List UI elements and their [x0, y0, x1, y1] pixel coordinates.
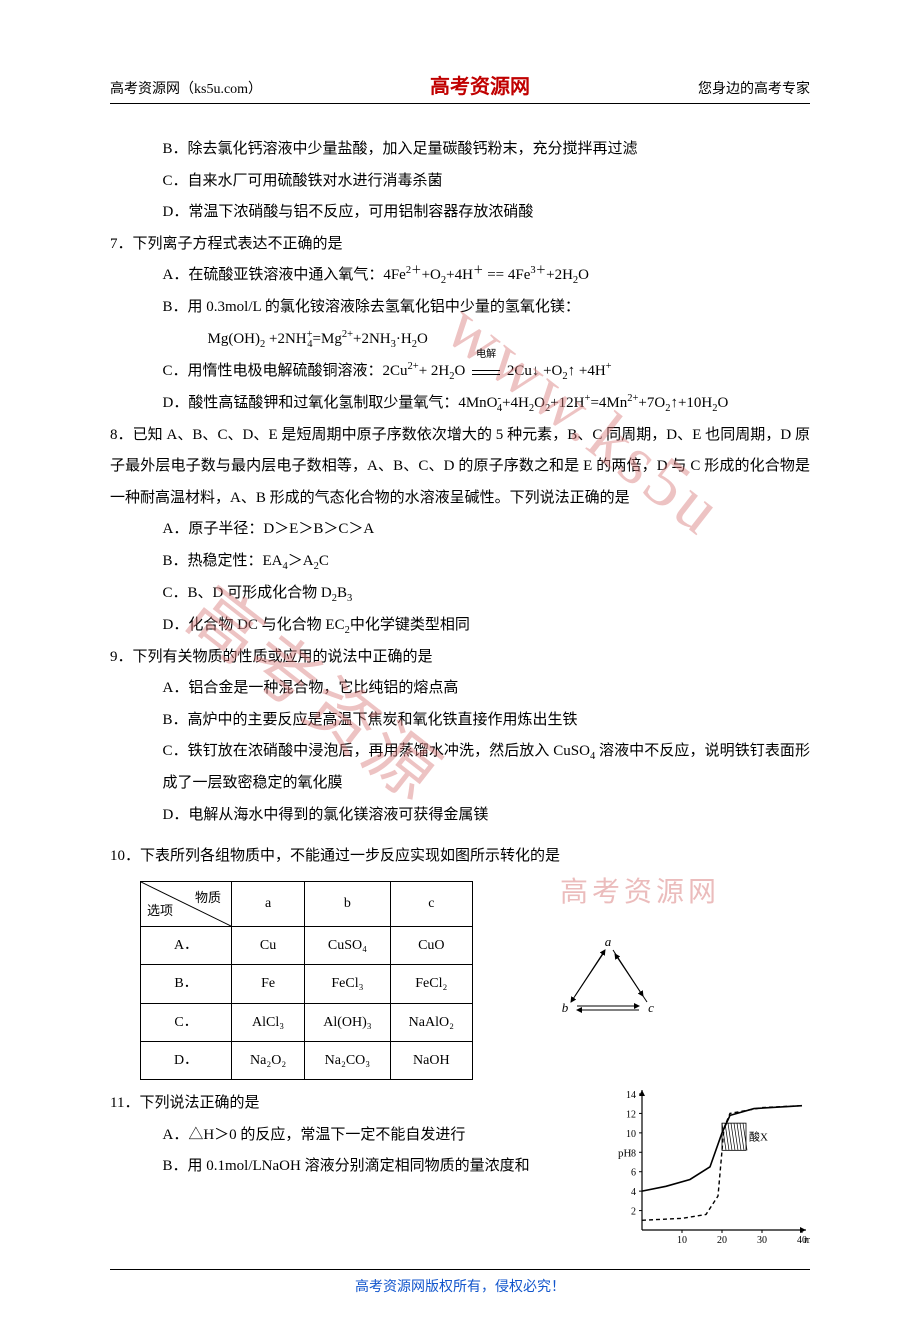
q11-option-b: B．用 0.1mol/LNaOH 溶液分别滴定相同物质的量浓度和 [110, 1151, 590, 1183]
q8-option-d: D．化合物 DC 与化合物 EC2中化学键类型相同 [110, 610, 810, 642]
q6-option-b: B．除去氯化钙溶液中少量盐酸，加入足量碳酸钙粉末，充分搅拌再过滤 [110, 134, 810, 166]
svg-text:2: 2 [631, 1207, 636, 1218]
q11-stem: 11．下列说法正确的是 [110, 1088, 590, 1120]
svg-text:c: c [648, 1000, 654, 1015]
q10-stem: 10．下表所列各组物质中，不能通过一步反应实现如图所示转化的是 [110, 841, 810, 873]
q11-chart: 246810121410203040mlpH酸X [610, 1084, 810, 1244]
q9-option-a: A．铝合金是一种混合物，它比纯铝的熔点高 [110, 673, 810, 705]
q10-table: 物质 选项 a b c A．CuCuSO₄CuO B．FeFeCl₃FeCl₂ … [140, 881, 473, 1081]
svg-text:8: 8 [631, 1149, 636, 1160]
q9-stem: 9．下列有关物质的性质或应用的说法中正确的是 [110, 642, 810, 674]
q7-option-a: A．在硫酸亚铁溶液中通入氧气：4Fe2＋+O2+4H＋ == 4Fe3＋+2H2… [110, 260, 810, 292]
svg-text:a: a [605, 936, 612, 949]
table-row: A．CuCuSO₄CuO [141, 926, 473, 964]
svg-text:10: 10 [626, 1129, 636, 1140]
col-c: c [390, 881, 472, 926]
q9-option-c: C．铁钉放在浓硝酸中浸泡后，再用蒸馏水冲洗，然后放入 CuSO4 溶液中不反应，… [110, 736, 810, 800]
svg-text:4: 4 [631, 1188, 636, 1199]
q7-stem: 7．下列离子方程式表达不正确的是 [110, 229, 810, 261]
q6-option-c: C．自来水厂可用硫酸铁对水进行消毒杀菌 [110, 166, 810, 198]
page-header: 高考资源网（ks5u.com） 高考资源网 您身边的高考专家 [110, 70, 810, 104]
svg-text:12: 12 [626, 1110, 636, 1121]
q7-option-b: B．用 0.3mol/L 的氯化铵溶液除去氢氧化铝中少量的氢氧化镁： [110, 292, 810, 324]
svg-text:10: 10 [677, 1235, 687, 1244]
body-content: B．除去氯化钙溶液中少量盐酸，加入足量碳酸钙粉末，充分搅拌再过滤 C．自来水厂可… [110, 134, 810, 1244]
q9-option-b: B．高炉中的主要反应是高温下焦炭和氧化铁直接作用炼出生铁 [110, 705, 810, 737]
page-footer: 高考资源网版权所有，侵权必究！ [110, 1269, 810, 1296]
svg-text:30: 30 [757, 1235, 767, 1244]
q8-option-a: A．原子半径：D＞E＞B＞C＞A [110, 514, 810, 546]
q11-option-a: A．△H＞0 的反应，常温下一定不能自发进行 [110, 1120, 590, 1152]
q7-option-c: C．用惰性电极电解硫酸铜溶液：2Cu2++ 2H2O 电解 2Cu↓ +O2↑ … [110, 356, 810, 388]
col-a: a [232, 881, 305, 926]
svg-text:pH: pH [618, 1148, 632, 1160]
svg-text:20: 20 [717, 1235, 727, 1244]
svg-text:b: b [562, 1000, 569, 1015]
svg-text:酸X: 酸X [749, 1130, 768, 1144]
q8-stem: 8．已知 A、B、C、D、E 是短周期中原子序数依次增大的 5 种元素，B、C … [110, 420, 810, 515]
q10-triangle-diagram: a b c [553, 936, 663, 1026]
q7-option-b-eq: Mg(OH)2 +2NH+4=Mg2++2NH3·H2O [110, 324, 810, 356]
q7-option-d: D．酸性高锰酸钾和过氧化氢制取少量氧气：4MnO-4+4H2O2+12H+=4M… [110, 388, 810, 420]
q8-option-c: C．B、D 可形成化合物 D2B3 [110, 578, 810, 610]
header-left: 高考资源网（ks5u.com） [110, 78, 262, 98]
q9-option-d: D．电解从海水中得到的氯化镁溶液可获得金属镁 [110, 800, 810, 832]
q6-option-d: D．常温下浓硝酸与铝不反应，可用铝制容器存放浓硝酸 [110, 197, 810, 229]
table-row: D．Na₂O₂Na₂CO₃NaOH [141, 1042, 473, 1080]
svg-text:6: 6 [631, 1168, 636, 1179]
svg-text:14: 14 [626, 1090, 636, 1101]
header-center: 高考资源网 [430, 70, 530, 99]
header-right: 您身边的高考专家 [698, 78, 810, 98]
q8-option-b: B．热稳定性：EA4＞A2C [110, 546, 810, 578]
table-row: B．FeFeCl₃FeCl₂ [141, 965, 473, 1003]
svg-text:ml: ml [804, 1235, 810, 1244]
col-b: b [305, 881, 390, 926]
table-head-diag: 物质 选项 [141, 881, 232, 926]
table-row: C．AlCl₃Al(OH)₃NaAlO₂ [141, 1003, 473, 1041]
